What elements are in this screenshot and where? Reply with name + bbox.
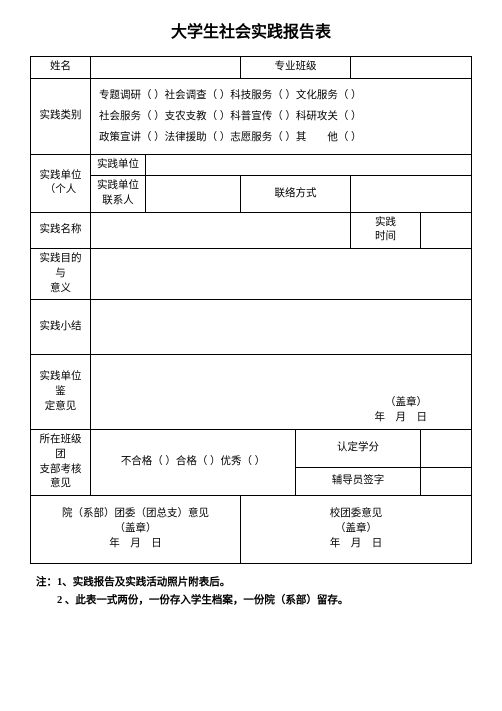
field-contact[interactable] xyxy=(351,176,472,212)
field-summary[interactable] xyxy=(91,300,472,355)
label-purpose: 实践目的与 意义 xyxy=(31,249,91,300)
label-advisor: 辅导员签字 xyxy=(296,467,421,495)
label-credit: 认定学分 xyxy=(296,430,421,468)
label-class: 专业班级 xyxy=(241,57,351,79)
field-credit[interactable] xyxy=(421,430,472,468)
label-ptime: 实践 时间 xyxy=(351,212,421,248)
footer-line2: 2 、此表一式两份，一份存入学生档案，一份院（系部）留存。 xyxy=(36,592,472,610)
label-class-eval: 所在班级团 支部考核 意见 xyxy=(31,430,91,496)
field-class[interactable] xyxy=(351,57,472,79)
report-form-table: 姓名 专业班级 实践类别 专题调研（ ）社会调查（ ）科技服务（ ）文化服务（ … xyxy=(30,56,472,564)
label-unit-eval: 实践单位鉴 定意见 xyxy=(31,355,91,430)
field-ptime[interactable] xyxy=(421,212,472,248)
page-title: 大学生社会实践报告表 xyxy=(30,18,472,42)
field-pname[interactable] xyxy=(91,212,351,248)
field-purpose[interactable] xyxy=(91,249,472,300)
label-unit-person: 实践单位 （个人 xyxy=(31,154,91,212)
school-opinion[interactable]: 校团委意见 （盖章） 年 月 日 xyxy=(241,495,472,563)
rating-options[interactable]: 不合格（ ）合格（ ）优秀（ ） xyxy=(91,430,296,496)
field-advisor[interactable] xyxy=(421,467,472,495)
field-contact-person[interactable] xyxy=(146,176,241,212)
footer-notes: 注：1、实践报告及实践活动照片附表后。 2 、此表一式两份，一份存入学生档案，一… xyxy=(30,574,472,610)
cat-line2: 社会服务（ ）支农支教（ ）科普宣传（ ）科研攻关（ ） xyxy=(99,106,463,127)
unit-stamp-text: （盖章） 年 月 日 xyxy=(95,396,467,425)
field-unit-eval[interactable]: （盖章） 年 月 日 xyxy=(91,355,472,430)
field-unit[interactable] xyxy=(146,154,472,176)
label-contact: 联络方式 xyxy=(241,176,351,212)
label-summary: 实践小结 xyxy=(31,300,91,355)
field-name[interactable] xyxy=(91,57,241,79)
label-category: 实践类别 xyxy=(31,78,91,154)
category-options[interactable]: 专题调研（ ）社会调查（ ）科技服务（ ）文化服务（ ） 社会服务（ ）支农支教… xyxy=(91,78,472,154)
label-pname: 实践名称 xyxy=(31,212,91,248)
label-contact-person: 实践单位 联系人 xyxy=(91,176,146,212)
label-name: 姓名 xyxy=(31,57,91,79)
cat-line1: 专题调研（ ）社会调查（ ）科技服务（ ）文化服务（ ） xyxy=(99,85,463,106)
cat-line3: 政策宣讲（ ）法律援助（ ）志愿服务（ ）其 他（ ） xyxy=(99,127,463,148)
footer-line1: 注：1、实践报告及实践活动照片附表后。 xyxy=(36,574,472,592)
dept-opinion[interactable]: 院（系部）团委（团总支）意见 （盖章） 年 月 日 xyxy=(31,495,241,563)
label-unit: 实践单位 xyxy=(91,154,146,176)
